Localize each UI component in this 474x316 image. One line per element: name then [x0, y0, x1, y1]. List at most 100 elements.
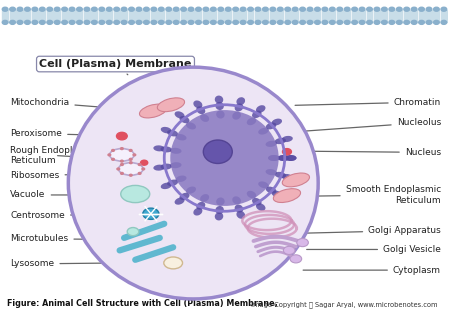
Circle shape	[17, 7, 23, 11]
Circle shape	[47, 21, 53, 24]
Ellipse shape	[186, 122, 196, 130]
Circle shape	[158, 7, 164, 11]
Circle shape	[352, 7, 357, 11]
Circle shape	[322, 7, 328, 11]
Ellipse shape	[175, 134, 187, 141]
Circle shape	[411, 7, 417, 11]
Circle shape	[106, 21, 112, 24]
Circle shape	[307, 7, 313, 11]
Bar	[136, 10, 142, 22]
Circle shape	[62, 7, 67, 11]
Circle shape	[129, 7, 134, 11]
Bar	[322, 10, 328, 22]
Bar	[106, 10, 112, 22]
Circle shape	[290, 255, 301, 263]
Bar	[374, 10, 380, 22]
Text: Cell (Plasma) Membrane: Cell (Plasma) Membrane	[39, 59, 191, 75]
Circle shape	[114, 21, 119, 24]
Ellipse shape	[278, 155, 289, 161]
Ellipse shape	[268, 155, 280, 161]
Circle shape	[337, 21, 343, 24]
Bar	[173, 10, 179, 22]
Circle shape	[138, 164, 141, 166]
Text: Lysosome: Lysosome	[10, 259, 119, 268]
Bar	[433, 10, 439, 22]
Bar	[419, 10, 425, 22]
Circle shape	[196, 21, 201, 24]
Ellipse shape	[247, 191, 256, 198]
Circle shape	[345, 21, 350, 24]
Circle shape	[419, 21, 424, 24]
Circle shape	[142, 168, 145, 170]
Bar	[32, 10, 38, 22]
Circle shape	[300, 21, 305, 24]
Circle shape	[129, 149, 132, 151]
Circle shape	[181, 7, 186, 11]
Circle shape	[143, 208, 159, 219]
Bar	[9, 10, 16, 22]
Ellipse shape	[266, 123, 276, 129]
Circle shape	[129, 21, 134, 24]
Circle shape	[121, 21, 127, 24]
Text: Smooth Endoplasmic
Reticulum: Smooth Endoplasmic Reticulum	[309, 185, 441, 205]
Bar	[300, 10, 306, 22]
Circle shape	[10, 21, 15, 24]
Circle shape	[411, 21, 417, 24]
Ellipse shape	[258, 128, 269, 135]
Circle shape	[389, 7, 395, 11]
Circle shape	[359, 21, 365, 24]
Ellipse shape	[109, 149, 134, 161]
Circle shape	[396, 21, 402, 24]
Circle shape	[166, 7, 172, 11]
Circle shape	[39, 21, 45, 24]
Bar	[426, 10, 432, 22]
Circle shape	[62, 21, 67, 24]
Ellipse shape	[256, 105, 265, 113]
Text: Nucleolus: Nucleolus	[282, 118, 441, 133]
Circle shape	[112, 149, 114, 151]
Circle shape	[345, 7, 350, 11]
Ellipse shape	[215, 206, 224, 214]
Bar	[352, 10, 357, 22]
Circle shape	[120, 160, 123, 162]
Circle shape	[127, 228, 139, 236]
Ellipse shape	[258, 181, 269, 188]
Bar	[285, 10, 291, 22]
Bar	[84, 10, 90, 22]
Circle shape	[322, 21, 328, 24]
Bar	[203, 10, 209, 22]
Ellipse shape	[256, 203, 265, 211]
Circle shape	[91, 7, 97, 11]
Bar	[151, 10, 157, 22]
Circle shape	[106, 7, 112, 11]
Ellipse shape	[278, 155, 289, 161]
Circle shape	[426, 7, 432, 11]
Ellipse shape	[170, 110, 279, 206]
Circle shape	[359, 7, 365, 11]
Circle shape	[166, 21, 172, 24]
Text: Golgi Apparatus: Golgi Apparatus	[307, 226, 441, 235]
Bar	[307, 10, 313, 22]
Circle shape	[426, 21, 432, 24]
Bar	[69, 10, 75, 22]
Ellipse shape	[235, 204, 243, 213]
Circle shape	[225, 21, 231, 24]
Circle shape	[203, 7, 209, 11]
Circle shape	[218, 21, 224, 24]
Circle shape	[158, 21, 164, 24]
Circle shape	[218, 7, 224, 11]
Ellipse shape	[161, 164, 172, 170]
Text: Golgi Vesicle: Golgi Vesicle	[307, 245, 441, 254]
Ellipse shape	[285, 155, 297, 161]
Circle shape	[255, 21, 261, 24]
Circle shape	[173, 7, 179, 11]
Circle shape	[404, 7, 410, 11]
Circle shape	[99, 21, 105, 24]
Circle shape	[240, 7, 246, 11]
Circle shape	[181, 21, 186, 24]
Circle shape	[329, 7, 335, 11]
Ellipse shape	[272, 191, 282, 198]
Ellipse shape	[175, 175, 187, 182]
Circle shape	[133, 154, 136, 156]
Bar	[188, 10, 194, 22]
